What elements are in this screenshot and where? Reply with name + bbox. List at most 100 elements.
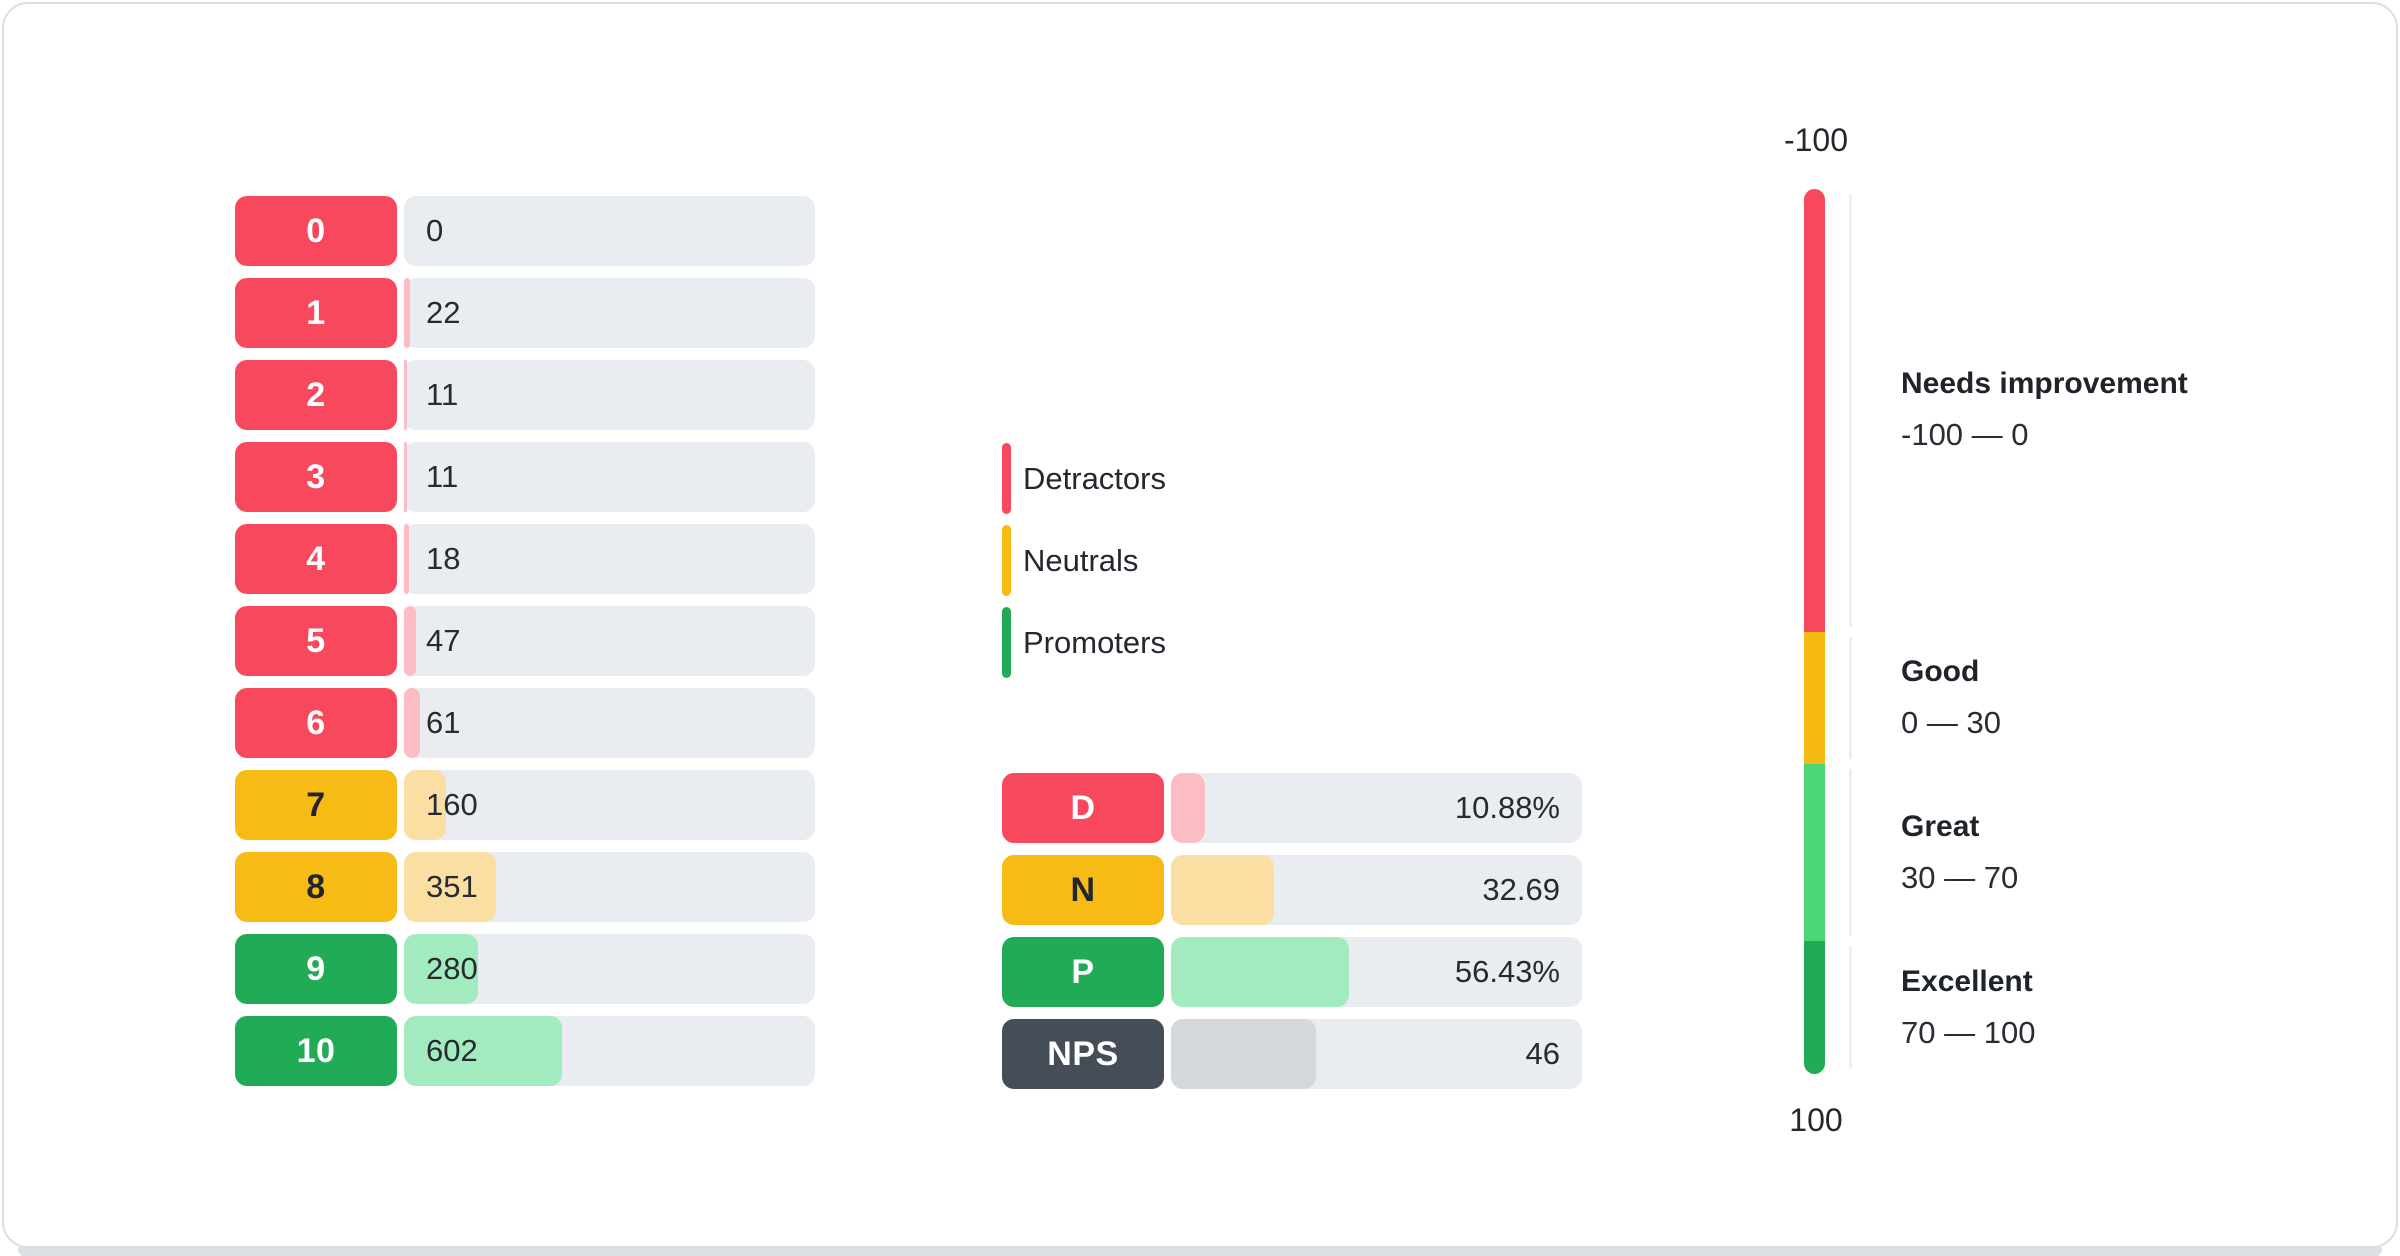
score-row: 9 280 (235, 934, 815, 1004)
gauge-zone-tick-line (1849, 636, 1852, 760)
legend-swatch (1002, 443, 1011, 514)
score-count: 47 (426, 623, 461, 658)
score-bar-fill (404, 688, 421, 758)
gauge-zone-tick-line (1849, 946, 1852, 1069)
gauge-zone-range: 70 — 100 (1901, 1014, 2036, 1050)
score-count: 351 (426, 869, 478, 904)
gauge-zone-label: Good 0 — 30 (1901, 655, 2001, 741)
score-bar-track: 11 (404, 360, 815, 430)
score-row: 8 351 (235, 852, 815, 922)
score-badge: 0 (235, 196, 397, 266)
score-badge: 7 (235, 770, 397, 840)
summary-bar-track: 46 (1171, 1019, 1582, 1089)
summary-value: 46 (1525, 1036, 1560, 1071)
score-badge: 6 (235, 688, 397, 758)
score-bar-track: 11 (404, 442, 815, 512)
score-count: 61 (426, 705, 461, 740)
legend-item: Neutrals (1002, 525, 1166, 596)
gauge-zone-title: Needs improvement (1901, 367, 2188, 401)
nps-summary-chart: D 10.88% N 32.69 P 56.43% NPS 46 (1002, 773, 1582, 1101)
score-row: 3 11 (235, 442, 815, 512)
score-bar-track: 0 (404, 196, 815, 266)
summary-badge: D (1002, 773, 1164, 843)
score-count: 0 (426, 213, 444, 248)
gauge-zone-title: Good (1901, 654, 1980, 688)
summary-value: 56.43% (1454, 954, 1560, 989)
score-row: 7 160 (235, 770, 815, 840)
score-badge: 4 (235, 524, 397, 594)
score-bar-track: 280 (404, 934, 815, 1004)
summary-bar-fill (1171, 773, 1206, 843)
score-count: 11 (426, 459, 459, 494)
score-bar-track: 351 (404, 852, 815, 922)
summary-bar-track: 32.69 (1171, 855, 1582, 925)
gauge-zone-segment (1804, 941, 1825, 1074)
legend-swatch (1002, 607, 1011, 678)
gauge-zone-segment (1804, 631, 1825, 765)
score-bar-track: 61 (404, 688, 815, 758)
score-bar-fill (404, 278, 410, 348)
summary-badge: N (1002, 855, 1164, 925)
gauge-zone-label: Great 30 — 70 (1901, 810, 2018, 896)
summary-row: D 10.88% (1002, 773, 1582, 843)
summary-bar-fill (1171, 855, 1275, 925)
legend-label: Promoters (1023, 624, 1166, 660)
summary-value: 10.88% (1454, 790, 1560, 825)
score-count: 22 (426, 295, 461, 330)
score-row: 4 18 (235, 524, 815, 594)
gauge-zone-segment (1804, 764, 1825, 942)
summary-row: N 32.69 (1002, 855, 1582, 925)
score-row: 2 11 (235, 360, 815, 430)
score-distribution-chart: 0 0 1 22 2 11 3 11 4 18 5 47 6 61 7 160 8 351 9 280 10 602 (235, 196, 815, 1098)
score-bar-track: 22 (404, 278, 815, 348)
summary-badge: NPS (1002, 1019, 1164, 1089)
gauge-zone-segment (1804, 189, 1825, 632)
legend-item: Detractors (1002, 443, 1166, 514)
gauge-zone-title: Great (1901, 809, 1980, 843)
score-row: 5 47 (235, 606, 815, 676)
score-row: 10 602 (235, 1016, 815, 1086)
score-count: 11 (426, 377, 459, 412)
summary-bar-fill (1171, 1019, 1317, 1089)
score-bar-track: 18 (404, 524, 815, 594)
score-bar-fill (404, 360, 407, 430)
score-badge: 3 (235, 442, 397, 512)
gauge-max-negative-label: -100 (1783, 122, 1849, 158)
score-bar-fill (404, 524, 409, 594)
score-badge: 2 (235, 360, 397, 430)
score-badge: 10 (235, 1016, 397, 1086)
score-bar-fill (404, 934, 478, 1004)
summary-bar-fill (1171, 937, 1350, 1007)
summary-row: NPS 46 (1002, 1019, 1582, 1089)
gauge-zone-tick-line (1849, 769, 1852, 937)
summary-value: 32.69 (1482, 872, 1560, 907)
score-bar-fill (404, 852, 497, 922)
score-badge: 9 (235, 934, 397, 1004)
score-bar-fill (404, 606, 417, 676)
legend-label: Neutrals (1023, 542, 1139, 578)
score-count: 602 (426, 1033, 478, 1068)
gauge-max-positive-label: 100 (1789, 1102, 1843, 1138)
legend-item: Promoters (1002, 607, 1166, 678)
score-count: 160 (426, 787, 478, 822)
legend-label: Detractors (1023, 460, 1166, 496)
summary-row: P 56.43% (1002, 937, 1582, 1007)
score-badge: 5 (235, 606, 397, 676)
summary-bar-track: 10.88% (1171, 773, 1582, 843)
gauge-zone-label: Needs improvement -100 — 0 (1901, 367, 2188, 453)
gauge-zone-range: -100 — 0 (1901, 417, 2029, 453)
gauge-zone-title: Excellent (1901, 964, 2033, 998)
score-badge: 1 (235, 278, 397, 348)
score-badge: 8 (235, 852, 397, 922)
legend: Detractors Neutrals Promoters (1002, 443, 1166, 689)
score-row: 6 61 (235, 688, 815, 758)
score-bar-track: 602 (404, 1016, 815, 1086)
legend-swatch (1002, 525, 1011, 596)
gauge-scale-bar (1804, 189, 1825, 1074)
score-bar-fill (404, 442, 407, 512)
gauge-zone-label: Excellent 70 — 100 (1901, 965, 2035, 1051)
score-bar-track: 160 (404, 770, 815, 840)
gauge-zone-range: 0 — 30 (1901, 704, 2001, 740)
